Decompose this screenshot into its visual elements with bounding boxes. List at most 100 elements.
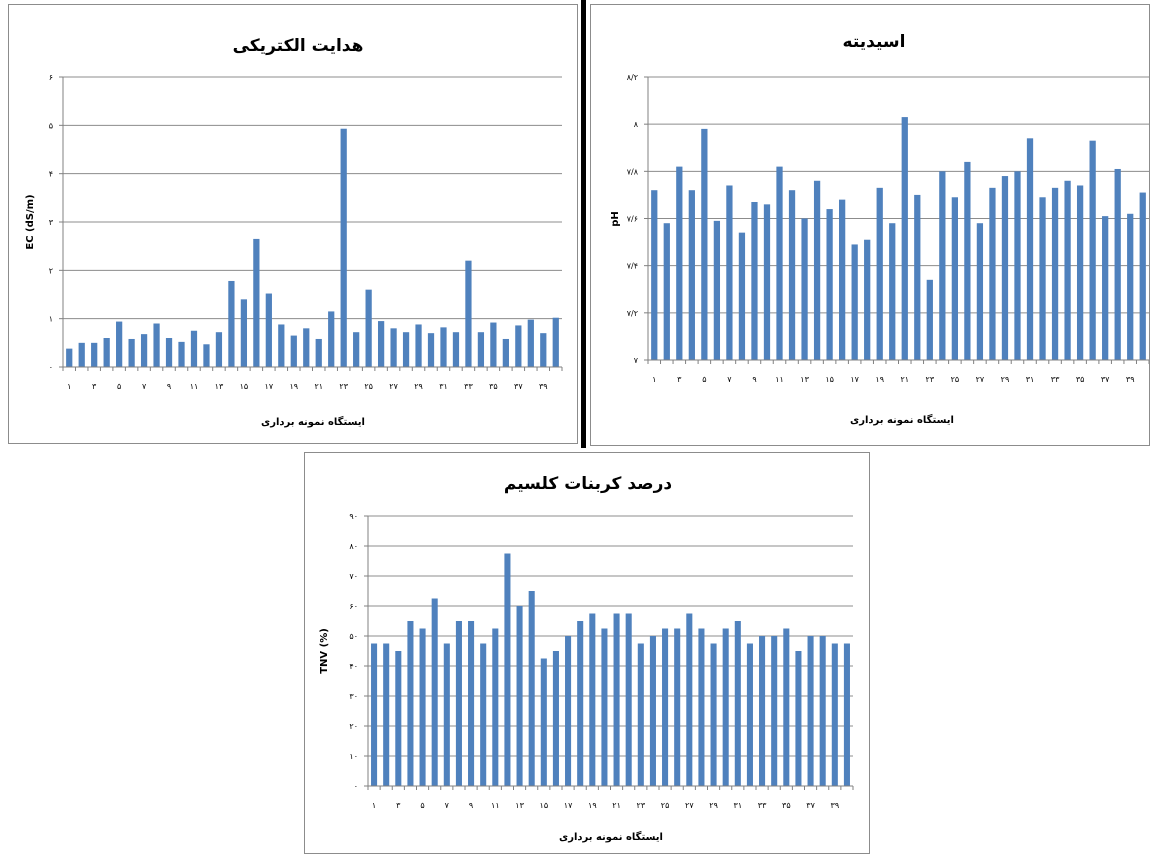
tnv-chart-panel: درصد کربنات کلسیم ۰ ۱۰ ۲۰ ۳۰ ۴۰ ۵۰ ۶۰ ۷۰ ۸۰ ۹۰ ۱ ۳ ۵ ۷…: [304, 452, 870, 854]
ph-xtick-label: ۲۵: [951, 375, 960, 384]
ph-bar: [1014, 171, 1020, 360]
tnv-bar: [395, 651, 401, 786]
ph-xtick-label: ۳۹: [1126, 375, 1135, 384]
tnv-bar: [783, 629, 789, 787]
ph-xtick-label: ۳۷: [1101, 375, 1110, 384]
ec-bar: [316, 339, 322, 367]
ph-bar: [877, 188, 883, 360]
ph-ylabel: pH: [610, 211, 621, 227]
ph-bar: [1052, 188, 1058, 360]
ph-bar: [914, 195, 920, 360]
ph-bar: [801, 219, 807, 361]
ec-xtick-label: ۳: [92, 382, 97, 391]
tnv-bar: [820, 636, 826, 786]
ec-bar: [128, 339, 134, 367]
ph-bar: [1027, 138, 1033, 360]
tnv-xtick-label: ۲۳: [637, 801, 646, 810]
tnv-bar: [371, 644, 377, 787]
tnv-bar: [711, 644, 717, 787]
ec-xtick-label: ۲۵: [364, 382, 373, 391]
ec-bar: [104, 338, 110, 367]
tnv-bar: [383, 644, 389, 787]
ph-xtick-label: ۲۷: [976, 375, 985, 384]
tnv-ytick-label: ۴۰: [349, 662, 358, 671]
tnv-ytick-label: ۵۰: [349, 632, 358, 641]
ph-xtick-label: ۳۳: [1051, 375, 1060, 384]
ec-bar: [266, 294, 272, 367]
ph-xtick-label: ۱۹: [875, 375, 884, 384]
ec-chart-panel: هدایت الکتریکی ۰ ۱ ۲ ۳ ۴ ۵ ۶ ۱ ۳ ۵ ۷ ۹ ۱۱ ۱۳ ۱۵ ۱۷ ۱۹ ۲۱ ۲۳…: [8, 4, 578, 444]
tnv-xtick-label: ۳۵: [782, 801, 791, 810]
ph-bar: [726, 185, 732, 360]
ph-bar: [1077, 185, 1083, 360]
ec-xtick-label: ۱۳: [215, 382, 224, 391]
tnv-ytick-label: ۲۰: [349, 722, 358, 731]
tnv-bar: [662, 629, 668, 787]
tnv-xlabel: ایستگاه نمونه برداری: [559, 830, 663, 843]
ph-bar: [927, 280, 933, 360]
ph-ytick-label: ۷: [634, 356, 639, 365]
ec-ytick-label: ۶: [49, 73, 53, 82]
tnv-xtick-label: ۷: [445, 801, 450, 810]
ph-bar: [964, 162, 970, 360]
panel-divider: [581, 0, 586, 448]
ec-xtick-label: ۹: [167, 382, 171, 391]
ph-xtick-label: ۹: [752, 375, 756, 384]
ec-bar: [390, 328, 396, 367]
ec-bar: [540, 333, 546, 367]
tnv-ylabel: TNV (%): [319, 628, 330, 674]
ec-bar: [515, 325, 521, 367]
ec-bar: [415, 324, 421, 367]
tnv-xtick-label: ۳۹: [831, 801, 840, 810]
tnv-bar: [844, 644, 850, 787]
tnv-ytick-label: ۳۰: [349, 692, 358, 701]
ph-bar: [989, 188, 995, 360]
ph-bar: [864, 240, 870, 360]
ph-bar: [889, 223, 895, 360]
ec-xtick-label: ۲۳: [339, 382, 348, 391]
ph-xtick-label: ۱۵: [825, 375, 834, 384]
ph-bar: [952, 197, 958, 360]
tnv-xtick-label: ۲۱: [612, 801, 621, 810]
ec-xtick-label: ۲۱: [314, 382, 323, 391]
ec-xtick-label: ۳۱: [439, 382, 448, 391]
ph-xtick-label: ۲۱: [900, 375, 909, 384]
ec-bar: [79, 343, 85, 367]
ec-bar: [203, 344, 209, 367]
tnv-bar: [674, 629, 680, 787]
tnv-title: درصد کربنات کلسیم: [504, 474, 673, 494]
tnv-bar: [832, 644, 838, 787]
ph-bar: [977, 223, 983, 360]
ec-bar: [278, 324, 284, 367]
ec-bar: [91, 343, 97, 367]
ec-xtick-label: ۷: [142, 382, 147, 391]
ec-bar: [166, 338, 172, 367]
ec-xtick-label: ۱۷: [265, 382, 274, 391]
tnv-xtick-label: ۲۵: [661, 801, 670, 810]
ec-bar: [328, 311, 334, 367]
ec-xlabel: ایستگاه نمونه برداری: [261, 415, 365, 428]
tnv-xtick-label: ۳: [396, 801, 401, 810]
ec-xtick-label: ۱: [67, 382, 71, 391]
ph-ytick-label: ۷/۸: [627, 167, 639, 176]
tnv-bar: [492, 629, 498, 787]
ec-bar: [440, 327, 446, 367]
ec-ytick-label: ۲: [49, 266, 53, 275]
tnv-xtick-label: ۱۱: [491, 801, 500, 810]
ph-bar: [1115, 169, 1121, 360]
tnv-bar: [626, 614, 632, 787]
tnv-xtick-label: ۲۹: [709, 801, 718, 810]
tnv-bar: [808, 636, 814, 786]
tnv-bar: [565, 636, 571, 786]
ec-xtick-label: ۱۹: [289, 382, 298, 391]
ph-ytick-label: ۷/۶: [627, 215, 638, 224]
ph-title: اسیدیته: [843, 32, 906, 52]
ph-xtick-label: ۳۵: [1076, 375, 1085, 384]
ph-xlabel: ایستگاه نمونه برداری: [850, 413, 954, 426]
tnv-bar: [589, 614, 595, 787]
ec-xtick-label: ۳۷: [514, 382, 523, 391]
tnv-xtick-label: ۱۳: [515, 801, 524, 810]
ph-bar: [651, 190, 657, 360]
ph-bar: [689, 190, 695, 360]
